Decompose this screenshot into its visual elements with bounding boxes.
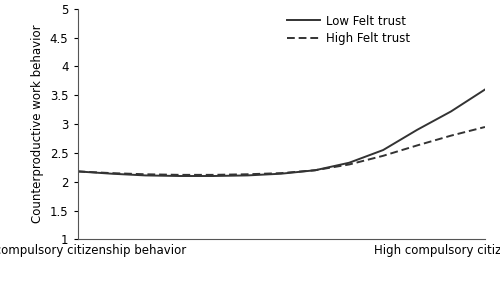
High Felt trust [176, 173, 182, 177]
Low Felt trust [176, 174, 182, 178]
High Felt trust [414, 144, 420, 147]
High Felt trust [142, 173, 148, 176]
Low Felt trust [142, 174, 148, 177]
Low Felt trust [448, 110, 454, 113]
Low Felt trust [414, 128, 420, 132]
Low Felt trust [108, 172, 114, 175]
Low Felt trust [74, 170, 80, 173]
High Felt trust [380, 154, 386, 158]
High Felt trust [210, 173, 216, 177]
High Felt trust [108, 171, 114, 175]
Legend: Low Felt trust, High Felt trust: Low Felt trust, High Felt trust [287, 15, 410, 45]
High Felt trust [278, 171, 284, 175]
Low Felt trust [278, 172, 284, 175]
Low Felt trust [346, 161, 352, 164]
Y-axis label: Counterproductive work behavior: Counterproductive work behavior [32, 25, 44, 223]
High Felt trust [346, 163, 352, 166]
Line: High Felt trust: High Felt trust [78, 127, 485, 175]
Low Felt trust [244, 174, 250, 177]
Low Felt trust [210, 174, 216, 178]
Line: Low Felt trust: Low Felt trust [78, 89, 485, 176]
Low Felt trust [312, 168, 318, 172]
High Felt trust [482, 125, 488, 129]
Low Felt trust [482, 88, 488, 91]
High Felt trust [312, 168, 318, 172]
High Felt trust [74, 170, 80, 173]
High Felt trust [244, 173, 250, 176]
High Felt trust [448, 134, 454, 138]
Low Felt trust [380, 148, 386, 152]
